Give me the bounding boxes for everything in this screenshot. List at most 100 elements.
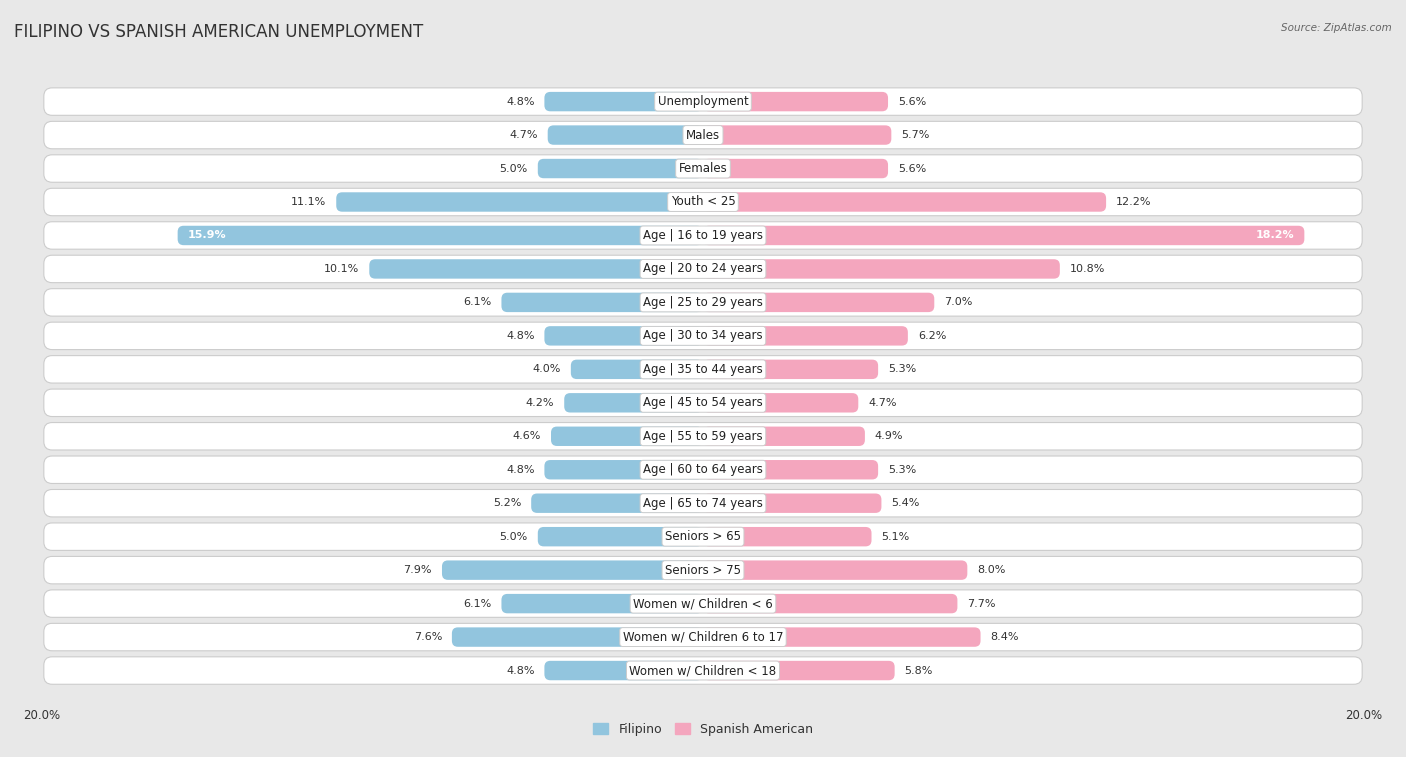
FancyBboxPatch shape (537, 527, 703, 547)
FancyBboxPatch shape (44, 155, 1362, 182)
Text: 4.8%: 4.8% (506, 331, 534, 341)
Text: 8.0%: 8.0% (977, 565, 1005, 575)
FancyBboxPatch shape (44, 456, 1362, 484)
Text: 7.0%: 7.0% (945, 298, 973, 307)
Text: Age | 35 to 44 years: Age | 35 to 44 years (643, 363, 763, 375)
FancyBboxPatch shape (703, 126, 891, 145)
FancyBboxPatch shape (548, 126, 703, 145)
FancyBboxPatch shape (502, 594, 703, 613)
FancyBboxPatch shape (44, 590, 1362, 617)
FancyBboxPatch shape (44, 288, 1362, 316)
FancyBboxPatch shape (703, 360, 879, 379)
FancyBboxPatch shape (44, 556, 1362, 584)
Text: Males: Males (686, 129, 720, 142)
Text: 5.7%: 5.7% (901, 130, 929, 140)
FancyBboxPatch shape (703, 594, 957, 613)
FancyBboxPatch shape (703, 460, 879, 479)
Text: 15.9%: 15.9% (187, 230, 226, 241)
FancyBboxPatch shape (177, 226, 703, 245)
Text: 8.4%: 8.4% (990, 632, 1019, 642)
Text: Unemployment: Unemployment (658, 95, 748, 108)
Text: 11.1%: 11.1% (291, 197, 326, 207)
Text: 5.0%: 5.0% (499, 164, 527, 173)
Text: Women w/ Children 6 to 17: Women w/ Children 6 to 17 (623, 631, 783, 643)
Text: Age | 20 to 24 years: Age | 20 to 24 years (643, 263, 763, 276)
Text: Women w/ Children < 6: Women w/ Children < 6 (633, 597, 773, 610)
FancyBboxPatch shape (544, 326, 703, 346)
Text: 5.3%: 5.3% (889, 364, 917, 374)
Text: Age | 55 to 59 years: Age | 55 to 59 years (643, 430, 763, 443)
Text: Age | 16 to 19 years: Age | 16 to 19 years (643, 229, 763, 242)
FancyBboxPatch shape (703, 293, 934, 312)
FancyBboxPatch shape (44, 322, 1362, 350)
FancyBboxPatch shape (551, 426, 703, 446)
FancyBboxPatch shape (451, 628, 703, 646)
Text: 5.2%: 5.2% (494, 498, 522, 508)
Text: FILIPINO VS SPANISH AMERICAN UNEMPLOYMENT: FILIPINO VS SPANISH AMERICAN UNEMPLOYMEN… (14, 23, 423, 41)
FancyBboxPatch shape (44, 255, 1362, 282)
Text: 4.7%: 4.7% (868, 398, 897, 408)
Text: Age | 30 to 34 years: Age | 30 to 34 years (643, 329, 763, 342)
FancyBboxPatch shape (703, 494, 882, 513)
Text: 4.8%: 4.8% (506, 97, 534, 107)
Text: 7.9%: 7.9% (404, 565, 432, 575)
Text: 7.6%: 7.6% (413, 632, 441, 642)
FancyBboxPatch shape (370, 259, 703, 279)
Text: 5.6%: 5.6% (898, 164, 927, 173)
FancyBboxPatch shape (441, 560, 703, 580)
Text: 4.2%: 4.2% (526, 398, 554, 408)
FancyBboxPatch shape (44, 490, 1362, 517)
Text: 5.0%: 5.0% (499, 531, 527, 542)
FancyBboxPatch shape (44, 422, 1362, 450)
FancyBboxPatch shape (703, 560, 967, 580)
FancyBboxPatch shape (703, 393, 858, 413)
Text: 4.7%: 4.7% (509, 130, 537, 140)
Text: 10.1%: 10.1% (325, 264, 360, 274)
Text: 5.6%: 5.6% (898, 97, 927, 107)
Text: 7.7%: 7.7% (967, 599, 995, 609)
Text: Age | 45 to 54 years: Age | 45 to 54 years (643, 397, 763, 410)
Text: 6.1%: 6.1% (464, 298, 492, 307)
FancyBboxPatch shape (44, 222, 1362, 249)
Text: 10.8%: 10.8% (1070, 264, 1105, 274)
FancyBboxPatch shape (544, 661, 703, 681)
FancyBboxPatch shape (537, 159, 703, 178)
FancyBboxPatch shape (703, 226, 1305, 245)
Text: 6.1%: 6.1% (464, 599, 492, 609)
Text: Youth < 25: Youth < 25 (671, 195, 735, 208)
FancyBboxPatch shape (44, 657, 1362, 684)
FancyBboxPatch shape (44, 188, 1362, 216)
FancyBboxPatch shape (44, 389, 1362, 416)
Text: 5.4%: 5.4% (891, 498, 920, 508)
Text: 5.1%: 5.1% (882, 531, 910, 542)
FancyBboxPatch shape (703, 527, 872, 547)
Text: Source: ZipAtlas.com: Source: ZipAtlas.com (1281, 23, 1392, 33)
Text: 5.3%: 5.3% (889, 465, 917, 475)
Text: Women w/ Children < 18: Women w/ Children < 18 (630, 664, 776, 677)
FancyBboxPatch shape (703, 426, 865, 446)
Text: 12.2%: 12.2% (1116, 197, 1152, 207)
FancyBboxPatch shape (703, 628, 980, 646)
Text: Seniors > 75: Seniors > 75 (665, 564, 741, 577)
FancyBboxPatch shape (564, 393, 703, 413)
Text: 4.9%: 4.9% (875, 431, 903, 441)
Text: Age | 60 to 64 years: Age | 60 to 64 years (643, 463, 763, 476)
FancyBboxPatch shape (571, 360, 703, 379)
Text: 4.6%: 4.6% (513, 431, 541, 441)
Text: Age | 65 to 74 years: Age | 65 to 74 years (643, 497, 763, 509)
FancyBboxPatch shape (44, 356, 1362, 383)
Text: 4.8%: 4.8% (506, 465, 534, 475)
FancyBboxPatch shape (44, 623, 1362, 651)
FancyBboxPatch shape (336, 192, 703, 212)
FancyBboxPatch shape (703, 661, 894, 681)
Text: 6.2%: 6.2% (918, 331, 946, 341)
FancyBboxPatch shape (44, 121, 1362, 149)
FancyBboxPatch shape (703, 159, 889, 178)
FancyBboxPatch shape (544, 460, 703, 479)
Text: Females: Females (679, 162, 727, 175)
FancyBboxPatch shape (703, 259, 1060, 279)
Legend: Filipino, Spanish American: Filipino, Spanish American (593, 723, 813, 736)
Text: 18.2%: 18.2% (1256, 230, 1295, 241)
FancyBboxPatch shape (531, 494, 703, 513)
Text: Seniors > 65: Seniors > 65 (665, 530, 741, 544)
